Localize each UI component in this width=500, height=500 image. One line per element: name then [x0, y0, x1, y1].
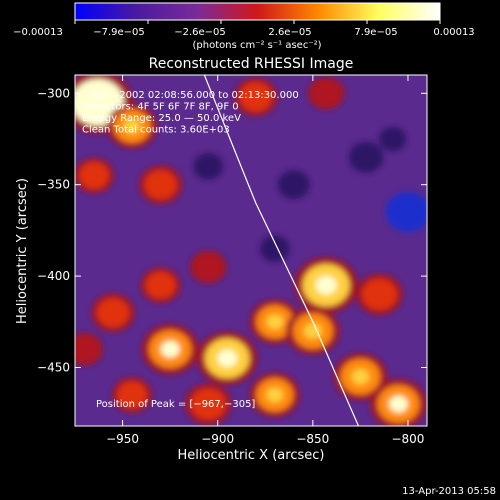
- heatmap-blob-core: [303, 322, 322, 339]
- heatmap-blob: [79, 162, 109, 189]
- colorbar-tick-label: −2.6e−05: [174, 27, 226, 38]
- heatmap-blob: [385, 192, 427, 233]
- colorbar-tick-label: 7.9e−05: [354, 27, 397, 38]
- heatmap-blob-core: [315, 275, 337, 295]
- colorbar-ticks: −0.00013 −7.9e−05 −2.6e−05 2.6e−05 7.9e−05 0.…: [13, 20, 475, 38]
- y-axis-label: Heliocentric Y (arcsec): [15, 178, 30, 324]
- chart-title: Reconstructed RHESSI Image: [149, 56, 354, 72]
- colorbar-tick-label: −7.9e−05: [93, 27, 145, 38]
- colorbar-unit-label: (photons cm⁻² s⁻¹ asec⁻²): [192, 40, 321, 51]
- x-tick-label: −850: [296, 432, 329, 446]
- solar-limb-curve: [203, 75, 360, 426]
- heatmap-blob: [259, 235, 290, 263]
- x-tick-label: −950: [106, 432, 139, 446]
- y-tick-label: −450: [37, 361, 70, 375]
- heatmap-blob: [194, 254, 222, 280]
- annotation-line: Detectors: 4F 5F 6F 7F 8F, 9F 0: [82, 102, 239, 113]
- heatmap-blob: [239, 82, 272, 112]
- annotation-line: Energy Range: 25.0 — 50.0 keV: [82, 113, 241, 124]
- heatmap-blobs: [75, 75, 427, 426]
- colorbar-tick-label: −0.00013: [13, 27, 63, 38]
- heatmap-blob-core: [160, 340, 180, 358]
- heatmap-blob-core: [86, 92, 110, 113]
- footer-timestamp: 13-Apr-2013 05:58: [402, 486, 496, 497]
- heatmap-blob-core: [351, 368, 370, 385]
- colorbar-tick-label: 0.00013: [433, 27, 474, 38]
- x-axis-ticks: −950 −900 −850 −800: [106, 75, 424, 446]
- y-axis-ticks: −300 −350 −400 −450: [37, 86, 427, 375]
- heatmap-blob: [348, 141, 384, 173]
- y-tick-label: −400: [37, 269, 70, 283]
- heatmap-blob: [190, 388, 226, 420]
- heatmap-blob-core: [123, 118, 141, 134]
- heatmap-blob: [96, 298, 130, 328]
- annotation-line: —Apr—2002 02:08:56.000 to 02:13:30.000: [82, 90, 299, 101]
- peak-position-label: Position of Peak = [−967,−305]: [96, 399, 255, 410]
- plot-frame: [74, 74, 428, 427]
- heatmap-blob-core: [217, 349, 238, 368]
- heatmap-blob: [277, 170, 310, 200]
- y-tick-label: −300: [37, 86, 70, 100]
- annotation-lines: —Apr—2002 02:08:56.000 to 02:13:30.000De…: [82, 90, 299, 136]
- heatmap-blob-core: [266, 314, 284, 330]
- colorbar-tick-label: 2.6e−05: [268, 27, 311, 38]
- x-axis-label: Heliocentric X (arcsec): [178, 448, 325, 463]
- heatmap-blob: [145, 271, 176, 299]
- heatmap-blob: [312, 80, 340, 106]
- heatmap-blob-core: [388, 395, 408, 413]
- plot-area: [75, 75, 427, 426]
- x-tick-label: −800: [391, 432, 424, 446]
- heatmap-blob: [144, 170, 177, 200]
- heatmap-blob-core: [266, 387, 284, 403]
- heatmap-blob: [379, 126, 407, 152]
- heatmap-blob: [75, 336, 99, 362]
- heatmap-blob: [117, 381, 148, 409]
- x-tick-label: −900: [201, 432, 234, 446]
- heatmap-blob: [193, 152, 224, 180]
- annotation-line: Clean Total counts: 3.60E+03: [82, 125, 230, 136]
- y-tick-label: −350: [37, 178, 70, 192]
- heatmap-blob: [362, 278, 397, 311]
- colorbar: [74, 2, 441, 21]
